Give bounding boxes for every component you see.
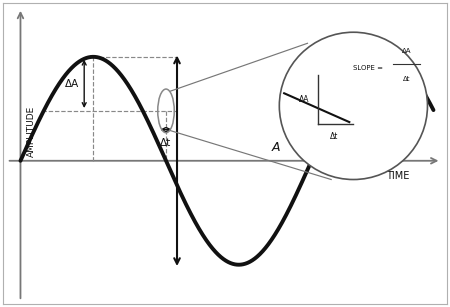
Text: Δt: Δt	[160, 138, 171, 148]
Text: ΔA: ΔA	[402, 49, 411, 54]
Text: AMPLITUDE: AMPLITUDE	[27, 106, 36, 157]
Text: ΔA: ΔA	[299, 95, 310, 104]
Text: Δt: Δt	[330, 132, 338, 141]
Text: TIME: TIME	[387, 171, 410, 181]
Text: Δt: Δt	[403, 76, 410, 82]
Text: A: A	[272, 141, 280, 154]
Text: ΔA: ΔA	[65, 79, 80, 89]
Ellipse shape	[279, 32, 428, 180]
Text: SLOPE =: SLOPE =	[353, 64, 383, 71]
